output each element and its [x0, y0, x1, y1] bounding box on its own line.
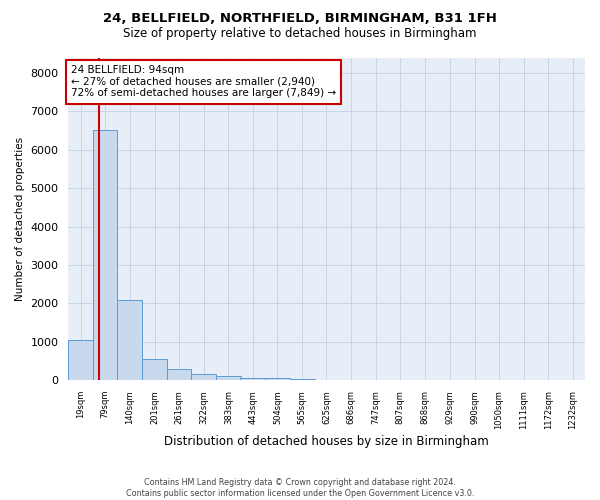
Bar	[142, 358, 167, 380]
Y-axis label: Number of detached properties: Number of detached properties	[15, 137, 25, 301]
Bar	[290, 379, 314, 380]
Text: Size of property relative to detached houses in Birmingham: Size of property relative to detached ho…	[123, 28, 477, 40]
X-axis label: Distribution of detached houses by size in Birmingham: Distribution of detached houses by size …	[164, 434, 489, 448]
Bar	[265, 378, 290, 380]
Bar	[191, 374, 216, 380]
Bar	[118, 300, 142, 380]
Bar	[216, 376, 241, 380]
Bar	[167, 370, 191, 380]
Text: 24 BELLFIELD: 94sqm
← 27% of detached houses are smaller (2,940)
72% of semi-det: 24 BELLFIELD: 94sqm ← 27% of detached ho…	[71, 65, 336, 98]
Bar	[93, 130, 118, 380]
Text: Contains HM Land Registry data © Crown copyright and database right 2024.
Contai: Contains HM Land Registry data © Crown c…	[126, 478, 474, 498]
Bar	[241, 378, 265, 380]
Bar	[68, 340, 93, 380]
Text: 24, BELLFIELD, NORTHFIELD, BIRMINGHAM, B31 1FH: 24, BELLFIELD, NORTHFIELD, BIRMINGHAM, B…	[103, 12, 497, 26]
